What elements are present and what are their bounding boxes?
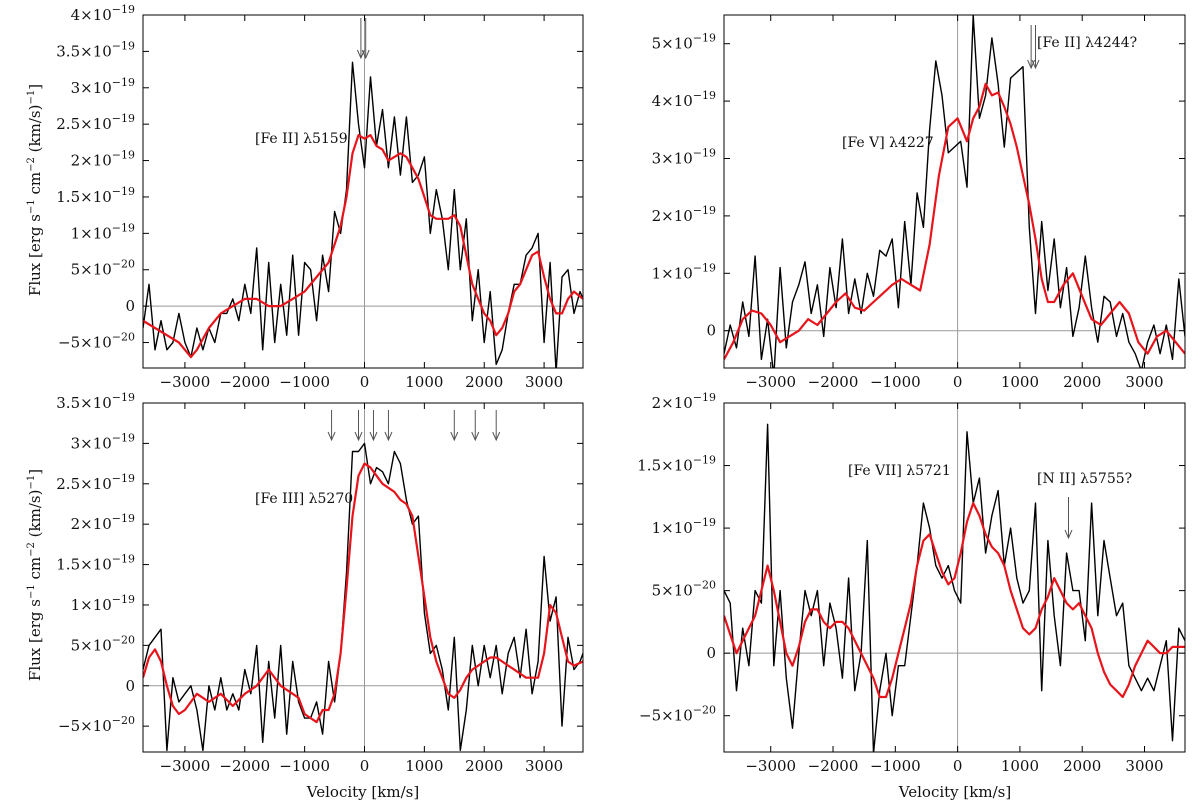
panel-top-left: −3000 −2000 −1000 0 1000 2000 3000 −5×10−20 0 5×1…	[56, 3, 584, 391]
y-tick-label: 1×10−19	[652, 261, 716, 282]
y-tick-label: −5×10−20	[639, 704, 716, 725]
y-tick-label: 2.5×10−19	[56, 112, 135, 133]
x-tick-label: 2000	[465, 757, 503, 775]
series-smoothed	[143, 134, 583, 359]
series-smoothed	[724, 82, 1185, 360]
series-smoothed	[724, 502, 1185, 699]
x-tick-label: 3000	[525, 757, 563, 775]
panel-bottom-left: −3000 −2000 −1000 0 1000 2000 3000 −5×10−20 0 5×1…	[56, 391, 584, 775]
line-annotation: [Fe III] λ5270	[255, 491, 353, 507]
series-observed	[724, 423, 1185, 752]
line-marker-arrow	[1064, 497, 1073, 540]
x-tick-label: 0	[360, 757, 370, 775]
plot-frame	[142, 402, 584, 753]
y-tick-label: 4×10−19	[652, 89, 716, 110]
y-tick-label: 3.5×10−19	[56, 391, 135, 412]
ylabel-top: Flux [erg s−1 cm−2 (km/s)−1]	[26, 84, 44, 296]
x-tick-label: 2000	[1063, 757, 1101, 775]
xlabel-right: Velocity [km/s]	[898, 783, 1011, 801]
xlabel-left: Velocity [km/s]	[306, 783, 419, 801]
y-tick-label: 0	[125, 297, 135, 315]
x-tick-label: 3000	[525, 373, 563, 391]
x-tick-label: −3000	[160, 757, 211, 775]
x-tick-label: 1000	[1001, 757, 1039, 775]
line-annotation: [Fe II] λ5159	[255, 131, 348, 147]
line-marker-arrow	[354, 410, 363, 442]
y-tick-label: 5×10−19	[652, 32, 716, 53]
y-tick-label: 1×10−19	[652, 516, 716, 537]
y-tick-label: −5×10−20	[58, 714, 135, 735]
x-tick-label: 2000	[1063, 373, 1101, 391]
y-tick-label: 2×10−19	[71, 149, 135, 170]
ylabel-bottom: Flux [erg s−1 cm−2 (km/s)−1]	[26, 469, 44, 681]
line-marker-arrow	[327, 410, 336, 442]
y-tick-label: 2×10−19	[652, 204, 716, 225]
y-tick-label: 3×10−19	[71, 76, 135, 97]
x-tick-label: 1000	[405, 757, 443, 775]
plot-frame	[723, 402, 1186, 753]
x-tick-label: 0	[360, 373, 370, 391]
y-tick-label: 0	[706, 644, 716, 662]
y-tick-label: 1×10−19	[71, 221, 135, 242]
x-tick-label: −2000	[808, 757, 859, 775]
plot-frame	[142, 14, 584, 369]
panel-top-right: −3000 −2000 −1000 0 1000 2000 3000 0 1×10−19 2×10…	[652, 14, 1186, 391]
y-tick-label: 0	[125, 677, 135, 695]
line-annotation-secondary: [Fe II] λ4244?	[1037, 35, 1137, 51]
x-tick-label: 0	[953, 757, 963, 775]
x-tick-label: −2000	[219, 373, 270, 391]
series-observed	[724, 15, 1185, 368]
y-tick-label: 1.5×10−19	[637, 454, 716, 475]
x-tick-label: −1000	[870, 757, 921, 775]
y-tick-label: 1.5×10−19	[56, 553, 135, 574]
line-marker-arrow	[1027, 25, 1036, 70]
y-tick-label: 3.5×10−19	[56, 39, 135, 60]
x-tick-label: −1000	[279, 373, 330, 391]
series-smoothed	[143, 462, 583, 724]
line-marker-arrow	[471, 410, 480, 442]
y-tick-label: 5×10−20	[71, 633, 135, 654]
y-tick-label: 1.5×10−19	[56, 185, 135, 206]
y-tick-label: 2×10−19	[652, 391, 716, 412]
y-tick-label: 5×10−20	[652, 579, 716, 600]
line-marker-arrow	[450, 410, 459, 442]
series-observed	[143, 61, 583, 368]
y-tick-label: 3×10−19	[71, 431, 135, 452]
line-annotation-secondary: [N II] λ5755?	[1037, 471, 1132, 487]
line-annotation: [Fe VII] λ5721	[848, 463, 951, 479]
x-tick-label: 3000	[1125, 757, 1163, 775]
y-tick-label: 1×10−19	[71, 593, 135, 614]
x-tick-label: 1000	[405, 373, 443, 391]
line-marker-arrow	[492, 410, 501, 442]
line-annotation: [Fe V] λ4227	[842, 135, 934, 151]
x-tick-label: 1000	[1001, 373, 1039, 391]
y-tick-label: 2.5×10−19	[56, 472, 135, 493]
x-tick-label: 2000	[465, 373, 503, 391]
y-tick-label: 3×10−19	[652, 146, 716, 167]
plot-frame	[723, 14, 1186, 369]
x-tick-label: −1000	[870, 373, 921, 391]
x-tick-label: −2000	[808, 373, 859, 391]
x-tick-label: −3000	[745, 373, 796, 391]
y-tick-label: 5×10−20	[71, 258, 135, 279]
x-tick-label: 3000	[1125, 373, 1163, 391]
x-tick-label: −2000	[219, 757, 270, 775]
y-tick-label: 0	[706, 322, 716, 340]
line-marker-arrow	[1031, 25, 1040, 70]
x-tick-label: −1000	[279, 757, 330, 775]
y-tick-label: 2×10−19	[71, 512, 135, 533]
panel-bottom-right: −3000 −2000 −1000 0 1000 2000 3000 −5×10−20 0 5×1…	[637, 391, 1186, 775]
line-marker-arrow	[369, 410, 378, 442]
x-tick-label: 0	[953, 373, 963, 391]
y-tick-label: −5×10−20	[58, 331, 135, 352]
x-tick-label: −3000	[160, 373, 211, 391]
series-observed	[143, 442, 583, 752]
y-tick-label: 4×10−19	[71, 3, 135, 24]
x-tick-label: −3000	[745, 757, 796, 775]
line-marker-arrow	[361, 18, 370, 60]
line-marker-arrow	[384, 410, 393, 442]
